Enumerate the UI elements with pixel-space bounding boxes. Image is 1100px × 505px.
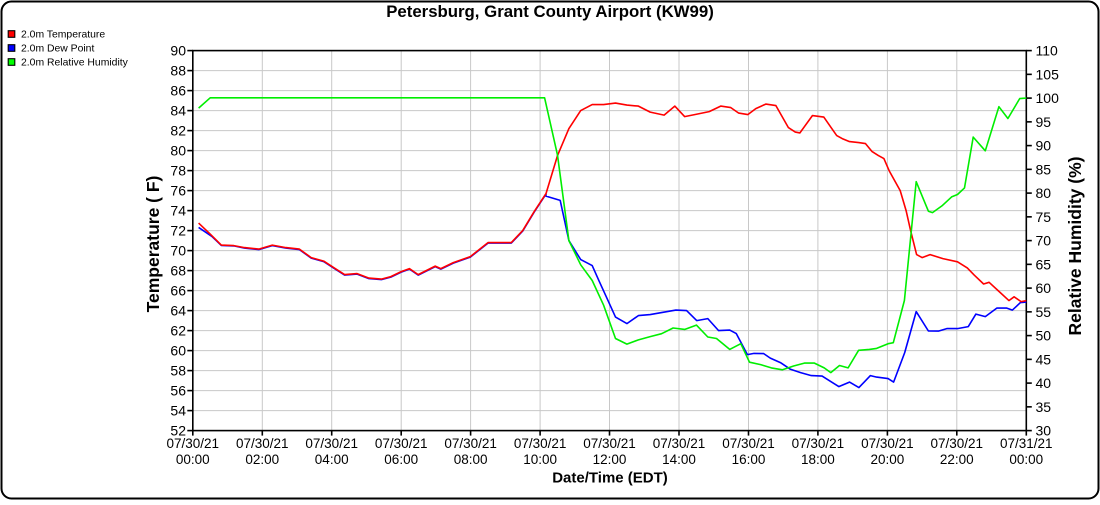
svg-text:80: 80 [1036,185,1052,201]
svg-text:78: 78 [170,163,186,179]
svg-text:20:00: 20:00 [871,452,905,467]
svg-text:07/30/21: 07/30/21 [861,436,914,451]
svg-text:82: 82 [170,123,186,139]
svg-text:07/30/21: 07/30/21 [722,436,775,451]
svg-text:62: 62 [170,323,186,339]
svg-text:68: 68 [170,263,186,279]
svg-text:95: 95 [1036,114,1052,130]
svg-text:70: 70 [1036,233,1052,249]
svg-text:00:00: 00:00 [176,452,210,467]
svg-text:07/30/21: 07/30/21 [305,436,358,451]
svg-text:30: 30 [1036,423,1052,439]
svg-text:07/30/21: 07/30/21 [167,436,220,451]
svg-text:07/31/21: 07/31/21 [1000,436,1053,451]
svg-text:Date/Time (EDT): Date/Time (EDT) [552,470,668,487]
svg-text:07/30/21: 07/30/21 [444,436,497,451]
svg-text:90: 90 [170,43,186,59]
svg-text:105: 105 [1036,66,1060,82]
svg-text:66: 66 [170,283,186,299]
svg-text:80: 80 [170,143,186,159]
svg-text:74: 74 [170,203,186,219]
svg-text:2.0m Temperature: 2.0m Temperature [21,30,105,41]
svg-text:07/30/21: 07/30/21 [375,436,428,451]
svg-text:75: 75 [1036,209,1052,225]
svg-text:58: 58 [170,363,186,379]
svg-text:50: 50 [1036,328,1052,344]
svg-text:76: 76 [170,183,186,199]
svg-text:06:00: 06:00 [384,452,418,467]
svg-text:85: 85 [1036,161,1052,177]
svg-text:40: 40 [1036,375,1052,391]
svg-text:60: 60 [1036,280,1052,296]
svg-text:86: 86 [170,83,186,99]
svg-text:Petersburg, Grant County Airpo: Petersburg, Grant County Airport (KW99) [386,2,714,21]
svg-text:14:00: 14:00 [662,452,696,467]
svg-text:90: 90 [1036,138,1052,154]
svg-text:22:00: 22:00 [940,452,974,467]
svg-text:Relative Humidity (%): Relative Humidity (%) [1065,157,1085,336]
svg-text:84: 84 [170,103,186,119]
svg-text:07/30/21: 07/30/21 [236,436,289,451]
svg-text:88: 88 [170,63,186,79]
svg-text:07/30/21: 07/30/21 [931,436,984,451]
svg-text:07/30/21: 07/30/21 [792,436,845,451]
svg-text:07/30/21: 07/30/21 [583,436,636,451]
svg-text:18:00: 18:00 [801,452,835,467]
svg-text:02:00: 02:00 [245,452,279,467]
svg-text:07/30/21: 07/30/21 [653,436,706,451]
svg-text:10:00: 10:00 [523,452,557,467]
svg-text:00:00: 00:00 [1009,452,1043,467]
svg-text:08:00: 08:00 [454,452,488,467]
svg-text:45: 45 [1036,351,1052,367]
svg-text:72: 72 [170,223,186,239]
svg-text:Temperature ( F): Temperature ( F) [143,176,163,313]
svg-text:55: 55 [1036,304,1052,320]
svg-text:100: 100 [1036,90,1060,106]
svg-text:70: 70 [170,243,186,259]
svg-text:65: 65 [1036,256,1052,272]
svg-text:110: 110 [1036,43,1059,59]
svg-text:52: 52 [170,423,186,439]
svg-text:16:00: 16:00 [732,452,766,467]
svg-text:2.0m Dew Point: 2.0m Dew Point [21,44,94,55]
svg-text:35: 35 [1036,399,1052,415]
svg-text:60: 60 [170,343,186,359]
svg-text:07/30/21: 07/30/21 [514,436,567,451]
svg-text:64: 64 [170,303,186,319]
svg-text:56: 56 [170,383,186,399]
svg-text:12:00: 12:00 [593,452,627,467]
svg-text:2.0m Relative Humidity: 2.0m Relative Humidity [21,58,129,69]
svg-text:54: 54 [170,403,186,419]
svg-text:04:00: 04:00 [315,452,349,467]
